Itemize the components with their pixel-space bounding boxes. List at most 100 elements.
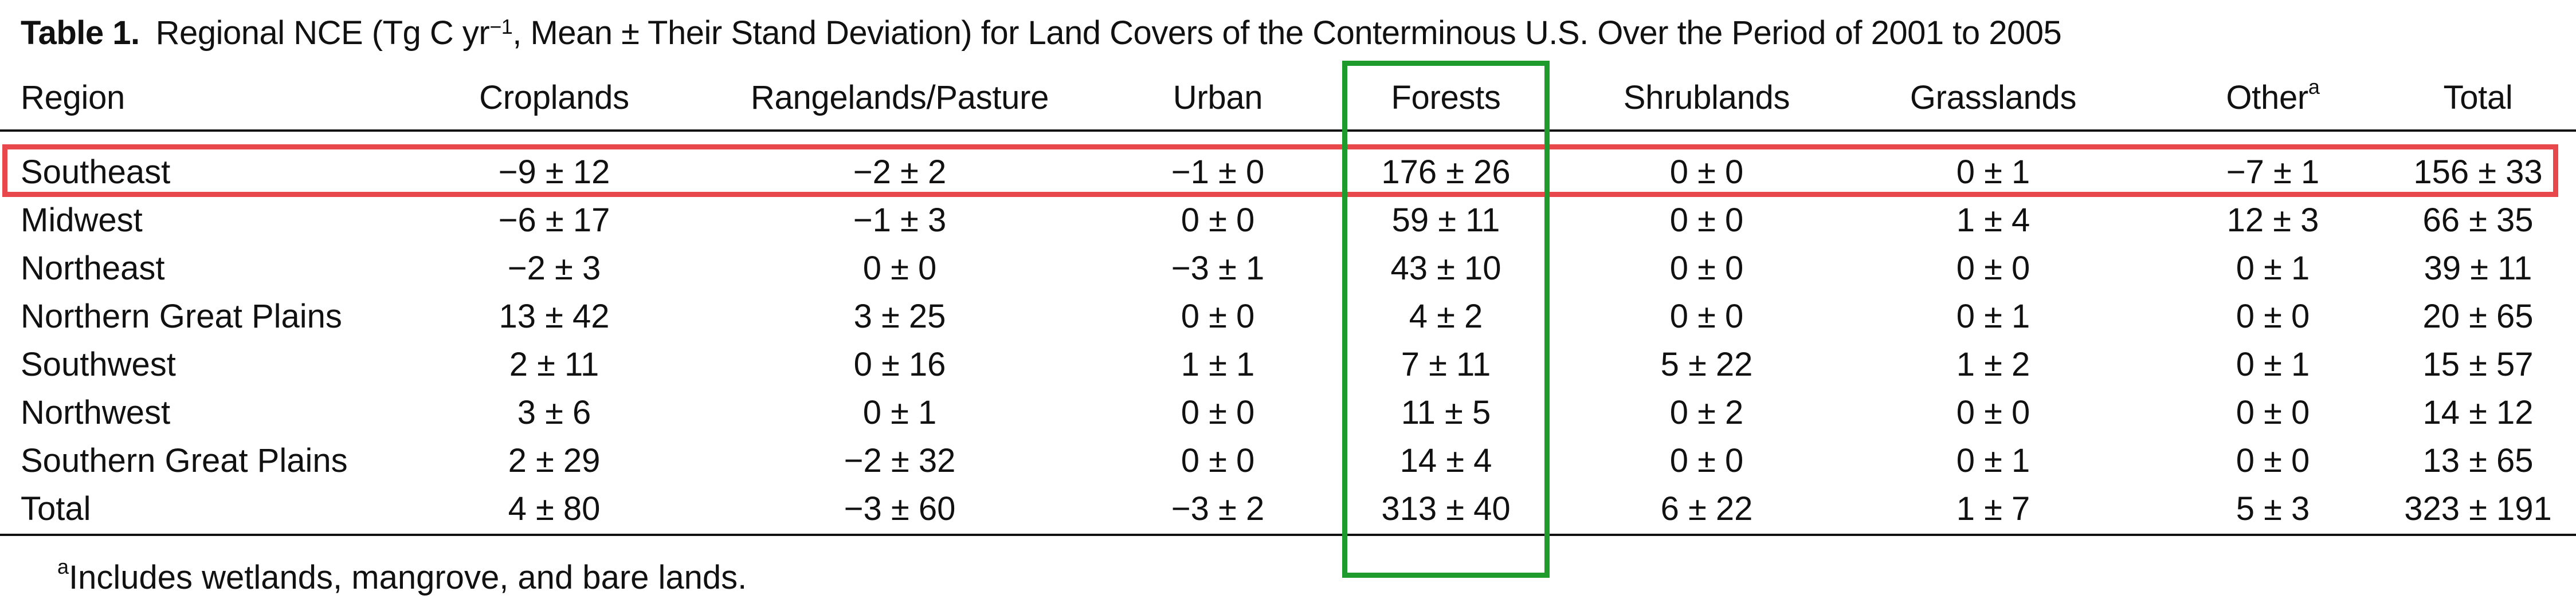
cell-region: Total bbox=[21, 490, 91, 527]
header-shrublands: Shrublands bbox=[1623, 78, 1790, 116]
cell-croplands: −9 ± 12 bbox=[498, 153, 610, 191]
cell-croplands: 2 ± 11 bbox=[509, 345, 599, 383]
header-urban: Urban bbox=[1173, 78, 1263, 116]
cell-rangelands: −2 ± 32 bbox=[844, 442, 956, 479]
cell-total: 323 ± 191 bbox=[2404, 490, 2552, 527]
cell-total: 14 ± 12 bbox=[2422, 393, 2534, 431]
cell-rangelands: 0 ± 16 bbox=[853, 345, 946, 383]
cell-total: 66 ± 35 bbox=[2422, 201, 2534, 239]
cell-shrublands: 0 ± 0 bbox=[1669, 153, 1744, 191]
cell-grasslands: 0 ± 0 bbox=[1956, 393, 2030, 431]
cell-croplands: −6 ± 17 bbox=[498, 201, 610, 239]
header-rangelands: Rangelands/Pasture bbox=[750, 78, 1049, 116]
header-grasslands: Grasslands bbox=[1910, 78, 2077, 116]
cell-region: Southeast bbox=[21, 153, 171, 191]
table-caption: Table 1. Regional NCE (Tg C yr−1, Mean ±… bbox=[21, 7, 2062, 58]
cell-region: Midwest bbox=[21, 201, 143, 239]
header-total: Total bbox=[2443, 78, 2513, 116]
header-region: Region bbox=[21, 78, 125, 116]
cell-grasslands: 0 ± 1 bbox=[1956, 153, 2030, 191]
table-row: Northern Great Plains 13 ± 42 3 ± 25 0 ±… bbox=[0, 292, 2576, 340]
caption-superscript: −1 bbox=[489, 14, 513, 38]
cell-forests: 176 ± 26 bbox=[1381, 153, 1511, 191]
cell-other: −7 ± 1 bbox=[2226, 153, 2320, 191]
cell-other: 0 ± 1 bbox=[2236, 345, 2310, 383]
cell-rangelands: 0 ± 1 bbox=[862, 393, 937, 431]
cell-total: 20 ± 65 bbox=[2422, 297, 2534, 335]
table-bottom-rule bbox=[0, 534, 2576, 536]
cell-other: 0 ± 0 bbox=[2236, 442, 2310, 479]
cell-urban: 0 ± 0 bbox=[1181, 442, 1255, 479]
caption-text: Regional NCE (Tg C yr−1, Mean ± Their St… bbox=[156, 14, 2062, 52]
cell-urban: −3 ± 2 bbox=[1171, 490, 1265, 527]
cell-region: Northwest bbox=[21, 393, 171, 431]
cell-urban: −1 ± 0 bbox=[1171, 153, 1265, 191]
cell-other: 0 ± 1 bbox=[2236, 249, 2310, 287]
cell-croplands: 2 ± 29 bbox=[508, 442, 601, 479]
cell-shrublands: 0 ± 0 bbox=[1669, 442, 1744, 479]
cell-other: 0 ± 0 bbox=[2236, 393, 2310, 431]
header-other: Other a bbox=[2226, 75, 2320, 116]
table-row: Southern Great Plains 2 ± 29 −2 ± 32 0 ±… bbox=[0, 436, 2576, 484]
cell-rangelands: 3 ± 25 bbox=[853, 297, 946, 335]
footnote-text: Includes wetlands, mangrove, and bare la… bbox=[69, 558, 747, 596]
header-croplands: Croplands bbox=[479, 78, 629, 116]
header-rule bbox=[0, 129, 2576, 132]
cell-forests: 4 ± 2 bbox=[1409, 297, 1483, 335]
cell-grasslands: 1 ± 7 bbox=[1956, 490, 2030, 527]
cell-croplands: 4 ± 80 bbox=[508, 490, 601, 527]
cell-shrublands: 5 ± 22 bbox=[1660, 345, 1753, 383]
cell-grasslands: 0 ± 1 bbox=[1956, 297, 2030, 335]
cell-other: 5 ± 3 bbox=[2236, 490, 2310, 527]
cell-total: 156 ± 33 bbox=[2413, 153, 2543, 191]
cell-region: Northern Great Plains bbox=[21, 297, 342, 335]
caption-text-before: Regional NCE (Tg C yr bbox=[155, 14, 490, 52]
cell-croplands: 3 ± 6 bbox=[517, 393, 591, 431]
cell-forests: 14 ± 4 bbox=[1399, 442, 1492, 479]
cell-urban: 0 ± 0 bbox=[1181, 201, 1255, 239]
cell-grasslands: 1 ± 4 bbox=[1956, 201, 2030, 239]
cell-shrublands: 0 ± 0 bbox=[1669, 201, 1744, 239]
caption-text-after: , Mean ± Their Stand Deviation) for Land… bbox=[512, 14, 2062, 52]
cell-urban: 1 ± 1 bbox=[1181, 345, 1255, 383]
cell-region: Northeast bbox=[21, 249, 165, 287]
table-row: Northwest 3 ± 6 0 ± 1 0 ± 0 11 ± 5 0 ± 2… bbox=[0, 388, 2576, 436]
cell-croplands: 13 ± 42 bbox=[499, 297, 610, 335]
cell-grasslands: 0 ± 1 bbox=[1956, 442, 2030, 479]
cell-region: Southern Great Plains bbox=[21, 442, 348, 479]
cell-urban: 0 ± 0 bbox=[1181, 393, 1255, 431]
cell-forests: 59 ± 11 bbox=[1391, 201, 1500, 239]
cell-forests: 7 ± 11 bbox=[1401, 345, 1491, 383]
cell-shrublands: 0 ± 0 bbox=[1669, 249, 1744, 287]
table-row: Midwest −6 ± 17 −1 ± 3 0 ± 0 59 ± 11 0 ±… bbox=[0, 196, 2576, 244]
cell-rangelands: −1 ± 3 bbox=[853, 201, 947, 239]
table-row: Total 4 ± 80 −3 ± 60 −3 ± 2 313 ± 40 6 ±… bbox=[0, 484, 2576, 533]
cell-rangelands: −3 ± 60 bbox=[844, 490, 956, 527]
cell-region: Southwest bbox=[21, 345, 176, 383]
cell-urban: 0 ± 0 bbox=[1181, 297, 1255, 335]
cell-other: 0 ± 0 bbox=[2236, 297, 2310, 335]
cell-shrublands: 0 ± 2 bbox=[1669, 393, 1744, 431]
table-label: Table 1. bbox=[21, 14, 140, 52]
table-row: Southeast −9 ± 12 −2 ± 2 −1 ± 0 176 ± 26… bbox=[0, 148, 2576, 196]
table-row: Southwest 2 ± 11 0 ± 16 1 ± 1 7 ± 11 5 ±… bbox=[0, 340, 2576, 388]
cell-urban: −3 ± 1 bbox=[1171, 249, 1265, 287]
cell-rangelands: 0 ± 0 bbox=[862, 249, 937, 287]
cell-other: 12 ± 3 bbox=[2226, 201, 2319, 239]
cell-total: 15 ± 57 bbox=[2422, 345, 2534, 383]
cell-forests: 43 ± 10 bbox=[1390, 249, 1501, 287]
cell-rangelands: −2 ± 2 bbox=[853, 153, 947, 191]
cell-forests: 11 ± 5 bbox=[1401, 393, 1491, 431]
table-footnote: a Includes wetlands, mangrove, and bare l… bbox=[57, 555, 747, 596]
cell-grasslands: 0 ± 0 bbox=[1956, 249, 2030, 287]
cell-shrublands: 6 ± 22 bbox=[1660, 490, 1753, 527]
table-row: Northeast −2 ± 3 0 ± 0 −3 ± 1 43 ± 10 0 … bbox=[0, 244, 2576, 292]
table-header-row: Region Croplands Rangelands/Pasture Urba… bbox=[0, 73, 2576, 121]
header-other-label: Other bbox=[2226, 78, 2308, 116]
cell-shrublands: 0 ± 0 bbox=[1669, 297, 1744, 335]
header-forests: Forests bbox=[1391, 78, 1501, 116]
cell-croplands: −2 ± 3 bbox=[507, 249, 601, 287]
cell-total: 39 ± 11 bbox=[2424, 249, 2532, 287]
cell-forests: 313 ± 40 bbox=[1381, 490, 1511, 527]
cell-total: 13 ± 65 bbox=[2422, 442, 2534, 479]
